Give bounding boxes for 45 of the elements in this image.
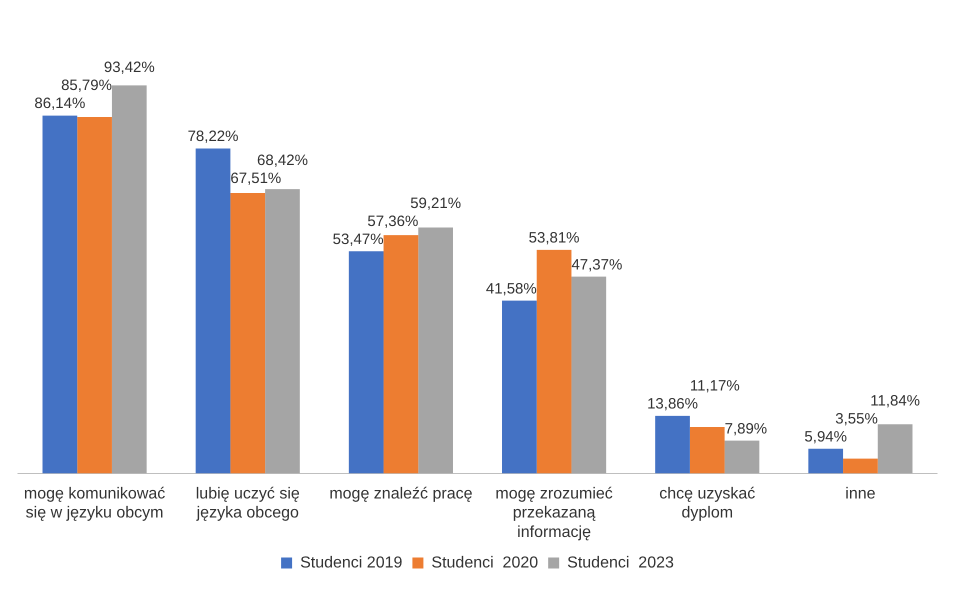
bar: [655, 416, 690, 474]
bar: [878, 424, 912, 474]
data-label: 85,79%: [61, 77, 112, 94]
bar: [230, 192, 266, 474]
data-label: 3,55%: [835, 410, 878, 428]
legend-label: Studenci 2020: [431, 554, 538, 572]
bar: [196, 148, 230, 474]
bar: [502, 300, 537, 474]
bar: [42, 116, 78, 474]
bar: [384, 235, 418, 474]
data-label: 78,22%: [188, 128, 238, 146]
data-label: 47,37%: [571, 256, 622, 274]
bar: [77, 117, 112, 474]
x-tick-label: mogę znaleźć pracę: [329, 485, 473, 502]
data-label: 67,51%: [230, 170, 282, 187]
data-label: 5,94%: [804, 428, 847, 446]
x-tick-label: mogę komunikować się w języku obcym: [24, 485, 166, 522]
bar: [536, 250, 572, 474]
data-label: 11,17%: [690, 377, 740, 394]
bar: [112, 85, 147, 474]
bar: [348, 251, 384, 474]
data-label: 53,81%: [528, 230, 580, 247]
bar: [418, 227, 453, 474]
data-label: 68,42%: [257, 152, 308, 169]
bar: [843, 458, 878, 474]
x-tick-label: lubię uczyć się języka obcego: [196, 485, 300, 522]
bar: [265, 189, 300, 474]
data-label: 7,89%: [724, 420, 768, 438]
data-label: 13,86%: [647, 395, 698, 412]
legend-label: Studenci 2023: [567, 554, 674, 572]
data-label: 57,36%: [367, 212, 418, 230]
data-label: 41,58%: [486, 280, 537, 298]
data-label: 59,21%: [410, 194, 462, 212]
x-tick-label: chcę uzyskać dyplom: [659, 485, 756, 522]
x-tick-label: mogę zrozumieć przekazaną informację: [495, 485, 613, 541]
data-label: 86,14%: [34, 95, 86, 112]
data-label: 93,42%: [104, 59, 155, 76]
data-label: 11,84%: [870, 392, 920, 410]
x-tick-label: inne: [845, 485, 876, 502]
bar: [571, 276, 606, 474]
bar: [808, 448, 844, 474]
data-label: 53,47%: [332, 230, 384, 248]
bar: [690, 427, 725, 474]
bar: [724, 440, 760, 474]
legend-label: Studenci 2019: [300, 554, 403, 572]
